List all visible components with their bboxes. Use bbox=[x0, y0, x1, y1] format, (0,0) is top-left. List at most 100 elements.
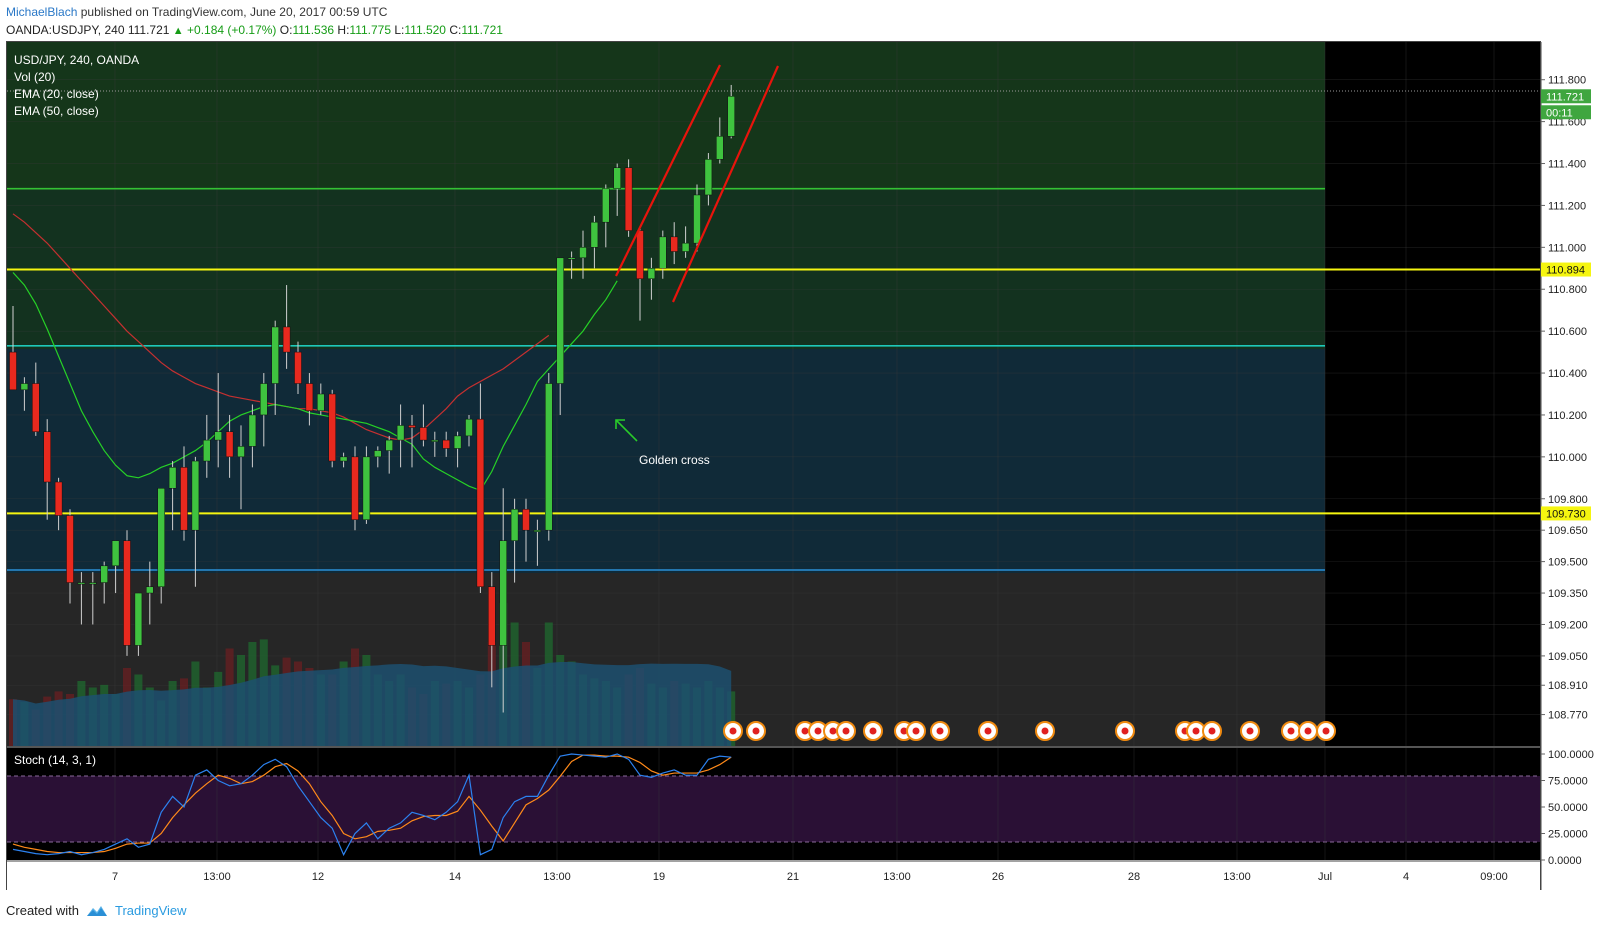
change-value: +0.184 (+0.17%) bbox=[187, 23, 277, 37]
candle-body bbox=[282, 326, 291, 353]
time-tick-label: 21 bbox=[787, 871, 799, 883]
time-axis[interactable] bbox=[7, 861, 1540, 890]
candle-body bbox=[271, 326, 279, 384]
candle-body bbox=[681, 242, 690, 252]
stoch-label[interactable]: Stoch (14, 3, 1) bbox=[14, 753, 96, 767]
event-dot-icon bbox=[1246, 727, 1254, 735]
event-dot-icon bbox=[1322, 727, 1330, 735]
time-tick-label: 13:00 bbox=[543, 871, 571, 883]
time-tick-label: 7 bbox=[112, 871, 118, 883]
low-value: 111.520 bbox=[404, 23, 446, 37]
tradingview-logo-icon bbox=[86, 905, 107, 916]
legend-vol[interactable]: Vol (20) bbox=[14, 70, 55, 84]
tradingview-link[interactable]: TradingView bbox=[114, 903, 187, 918]
band-green-top bbox=[7, 42, 1325, 188]
price-axis[interactable] bbox=[1541, 42, 1605, 860]
candle-body bbox=[613, 167, 621, 189]
candle-body bbox=[180, 467, 188, 531]
candle-body bbox=[374, 450, 382, 458]
price-tick-label: 109.200 bbox=[1548, 619, 1588, 631]
channel-upper-line[interactable] bbox=[615, 64, 721, 277]
time-tick-label: 4 bbox=[1403, 871, 1409, 883]
candle-body bbox=[659, 236, 667, 269]
price-tick-label: 111.200 bbox=[1548, 200, 1586, 212]
economic-events-row[interactable] bbox=[723, 721, 1336, 741]
last-price-label-bg bbox=[1541, 89, 1591, 104]
countdown-label-bg bbox=[1541, 105, 1591, 120]
candle-body bbox=[260, 383, 268, 416]
time-tick-label: 26 bbox=[992, 871, 1004, 883]
main-pane[interactable] bbox=[7, 42, 1540, 746]
candle-body bbox=[693, 194, 701, 244]
candle-body bbox=[385, 439, 393, 451]
candle-body bbox=[123, 540, 131, 646]
high-value: 111.775 bbox=[349, 23, 392, 37]
event-dot-icon bbox=[1208, 727, 1216, 735]
time-axis-ticks: 7 13:00 12 14 13:00 19 21 13:00 26 28 13:00 Jul 4 09:… bbox=[112, 871, 1508, 883]
channel-lower-line[interactable] bbox=[671, 65, 780, 303]
time-tick-label: 12 bbox=[312, 871, 324, 883]
stoch-tick-label: 75.0000 bbox=[1548, 776, 1588, 788]
price-tick-label: 110.000 bbox=[1548, 452, 1587, 464]
ohlc-header: OANDA:USDJPY, 240 111.721 ▲ +0.184 (+0.1… bbox=[6, 23, 503, 37]
candle-body bbox=[77, 582, 86, 585]
candle-body bbox=[248, 414, 257, 447]
candle-body bbox=[590, 221, 599, 248]
price-axis-ticks: 111.800 111.600 111.400 111.200 111.000 110.8… bbox=[1541, 75, 1588, 722]
event-dot-icon bbox=[936, 727, 944, 735]
level-lower-label: 109.730 bbox=[1546, 508, 1586, 520]
candle-body bbox=[100, 565, 108, 583]
golden-cross-label[interactable]: Golden cross bbox=[639, 453, 710, 467]
price-tick-label: 111.000 bbox=[1548, 242, 1586, 254]
golden-cross-arrow-icon[interactable] bbox=[615, 419, 638, 442]
time-tick-label: 13:00 bbox=[883, 871, 911, 883]
legend-ema20[interactable]: EMA (20, close) bbox=[14, 87, 99, 101]
candle-body bbox=[89, 582, 97, 585]
level-upper-label: 110.894 bbox=[1546, 265, 1585, 277]
horizontal-levels[interactable] bbox=[7, 187, 1540, 571]
band-blue bbox=[7, 349, 1325, 573]
open-value: 111.536 bbox=[292, 23, 335, 37]
candle-body bbox=[43, 431, 51, 483]
price-tick-label: 109.800 bbox=[1548, 494, 1588, 506]
candle-body bbox=[317, 393, 325, 412]
candle-body bbox=[32, 383, 40, 432]
level-upper-label-bg bbox=[1541, 262, 1591, 277]
event-dot-icon bbox=[829, 727, 837, 735]
stoch-axis-ticks: 100.0000 75.0000 50.0000 25.0000 0.0000 bbox=[1541, 749, 1594, 867]
candle-body bbox=[579, 247, 587, 259]
price-tick-label: 110.200 bbox=[1548, 410, 1587, 422]
event-dot-icon bbox=[1287, 727, 1295, 735]
close-label: C: bbox=[449, 23, 462, 37]
candle-body bbox=[647, 268, 656, 280]
candle-body bbox=[533, 529, 542, 532]
time-tick-label: Jul bbox=[1318, 871, 1332, 883]
legend-ema50[interactable]: EMA (50, close) bbox=[14, 104, 99, 118]
candle-body bbox=[134, 592, 143, 646]
author-link[interactable]: MichaelBlach bbox=[6, 5, 78, 19]
candle-body bbox=[237, 446, 245, 458]
event-dot-icon bbox=[801, 727, 809, 735]
event-dot-icon bbox=[1192, 727, 1200, 735]
event-dot-icon bbox=[900, 727, 908, 735]
price-tick-label: 108.910 bbox=[1548, 680, 1588, 692]
event-dot-icon bbox=[869, 727, 877, 735]
candle-body bbox=[396, 425, 405, 441]
ema20-line bbox=[12, 272, 618, 492]
event-dot-icon bbox=[814, 727, 822, 735]
horizontal-grid bbox=[7, 79, 1540, 715]
candle-body bbox=[567, 257, 576, 260]
candle-body bbox=[545, 383, 553, 531]
event-dot-icon bbox=[1041, 727, 1049, 735]
footer: Created with TradingView bbox=[6, 903, 187, 918]
candle-body bbox=[670, 236, 678, 252]
stoch-tick-label: 0.0000 bbox=[1548, 855, 1582, 867]
stoch-pane[interactable]: Stoch (14, 3, 1) bbox=[7, 748, 1540, 860]
candle-body bbox=[476, 418, 485, 588]
event-dot-icon bbox=[912, 727, 920, 735]
candle-body bbox=[351, 456, 359, 520]
candle-body bbox=[510, 508, 519, 541]
candle-body bbox=[146, 586, 154, 594]
close-value: 111.721 bbox=[461, 23, 503, 37]
